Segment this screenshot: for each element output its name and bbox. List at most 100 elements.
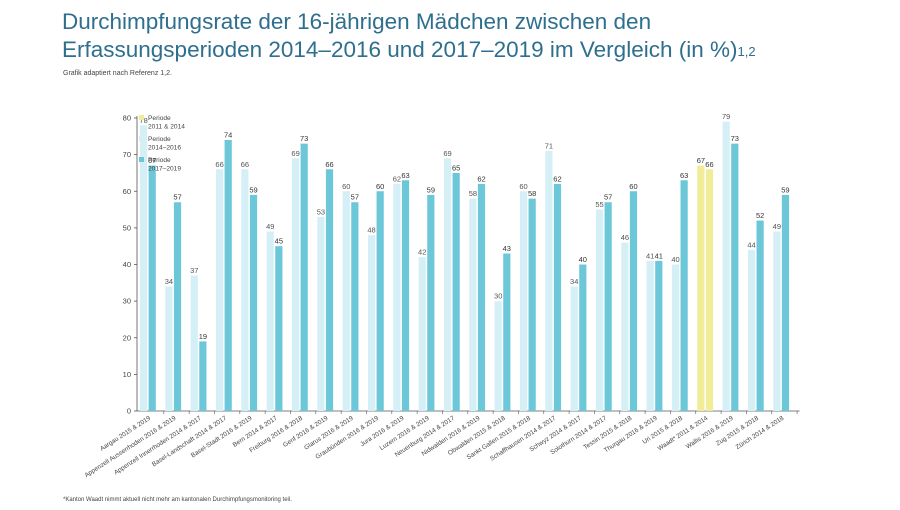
y-tick-label: 60 — [123, 187, 131, 196]
legend-label: 2014–2016 — [148, 145, 181, 152]
bar — [325, 169, 334, 411]
bar — [300, 143, 308, 411]
title-superscript: 1,2 — [737, 44, 756, 59]
bar-value-label: 78 — [139, 116, 147, 125]
bar — [199, 341, 207, 411]
bar — [266, 231, 274, 411]
bar-value-label: 71 — [545, 141, 553, 150]
bar-value-label: 62 — [553, 174, 561, 183]
chart-subtitle: Grafik adaptiert nach Referenz 1,2. — [63, 70, 172, 77]
bar-value-label: 41 — [646, 251, 654, 260]
bar — [215, 169, 224, 411]
legend-label: 2011 & 2014 — [148, 124, 185, 131]
bar-value-label: 43 — [503, 244, 511, 253]
legend-swatch — [139, 115, 144, 120]
bar-value-label: 49 — [773, 222, 781, 231]
bar-value-label: 67 — [697, 156, 705, 165]
bar-value-label: 40 — [671, 255, 679, 264]
bar — [342, 191, 350, 411]
bar — [731, 143, 739, 411]
bar-value-label: 48 — [367, 226, 375, 235]
bar-value-label: 40 — [579, 255, 587, 264]
bar — [756, 220, 764, 411]
bar-value-label: 67 — [148, 156, 156, 165]
bar-value-label: 73 — [300, 134, 308, 143]
bar — [697, 165, 705, 411]
y-tick-label: 20 — [123, 333, 131, 342]
bar — [173, 202, 182, 411]
bar — [503, 253, 511, 411]
legend-swatch — [139, 136, 144, 141]
bar — [249, 194, 258, 411]
bar — [773, 231, 781, 411]
y-tick-label: 30 — [123, 297, 131, 306]
bar — [241, 169, 249, 411]
bar-value-label: 69 — [291, 149, 299, 158]
bar — [148, 165, 156, 411]
chart-title: Durchimpfungsrate der 16-jährigen Mädche… — [62, 8, 892, 64]
legend-label: 2017–2019 — [148, 166, 181, 173]
bar-value-label: 63 — [401, 171, 409, 180]
bar-value-label: 58 — [528, 189, 536, 198]
bar — [393, 183, 401, 411]
legend-label: Periode — [148, 136, 171, 143]
bar-value-label: 58 — [469, 189, 477, 198]
bar-value-label: 52 — [756, 211, 764, 220]
bar — [519, 191, 528, 411]
bar-value-label: 66 — [325, 160, 333, 169]
bar-value-label: 60 — [629, 182, 637, 191]
bar — [545, 150, 553, 411]
bar — [224, 139, 232, 411]
bar — [376, 191, 384, 411]
bar-value-label: 69 — [443, 149, 451, 158]
bar — [452, 172, 460, 411]
bar-value-label: 57 — [604, 193, 612, 202]
bar — [604, 202, 612, 411]
bar — [553, 183, 562, 411]
bar — [165, 286, 173, 411]
x-category-label: Zürich 2014 & 2018 — [735, 415, 786, 451]
bar-value-label: 62 — [393, 174, 401, 183]
bar-value-label: 53 — [317, 207, 325, 216]
bar-value-label: 66 — [215, 160, 223, 169]
title-line-1: Durchimpfungsrate der 16-jährigen Mädche… — [62, 9, 652, 34]
bar — [367, 235, 376, 411]
bar — [781, 194, 790, 411]
bar-value-label: 59 — [781, 185, 789, 194]
bar-value-label: 37 — [190, 266, 198, 275]
legend-swatch — [139, 157, 144, 162]
bar — [747, 249, 756, 411]
bar — [317, 216, 325, 411]
bar-value-label: 57 — [173, 193, 181, 202]
bar-value-label: 55 — [595, 200, 603, 209]
bar-value-label: 60 — [376, 182, 384, 191]
x-category-label: Appenzell Ausserrhoden 2016 & 2019 — [84, 415, 178, 480]
bar-value-label: 46 — [621, 233, 629, 242]
bar — [477, 183, 486, 411]
bar — [595, 209, 604, 411]
bar-value-label: 34 — [570, 277, 578, 286]
legend-label: Periode — [148, 157, 171, 164]
legend-label: Periode — [148, 115, 171, 122]
bar — [401, 180, 410, 411]
y-tick-label: 0 — [127, 407, 131, 416]
bar — [680, 180, 688, 411]
bar — [705, 169, 714, 411]
bar — [621, 242, 629, 411]
y-tick-label: 40 — [123, 260, 131, 269]
y-tick-label: 80 — [123, 114, 131, 123]
bar — [275, 246, 283, 411]
bar — [418, 257, 426, 411]
bar-value-label: 79 — [722, 112, 730, 121]
bar-value-label: 59 — [249, 185, 257, 194]
bar — [190, 275, 198, 411]
bar — [443, 158, 452, 411]
bar — [427, 194, 435, 411]
bar-value-label: 30 — [494, 292, 502, 301]
y-tick-label: 70 — [123, 150, 131, 159]
bar-value-label: 45 — [275, 237, 283, 246]
bar — [351, 202, 359, 411]
bar — [629, 191, 638, 411]
bar-value-label: 74 — [224, 130, 232, 139]
bar — [291, 158, 300, 411]
